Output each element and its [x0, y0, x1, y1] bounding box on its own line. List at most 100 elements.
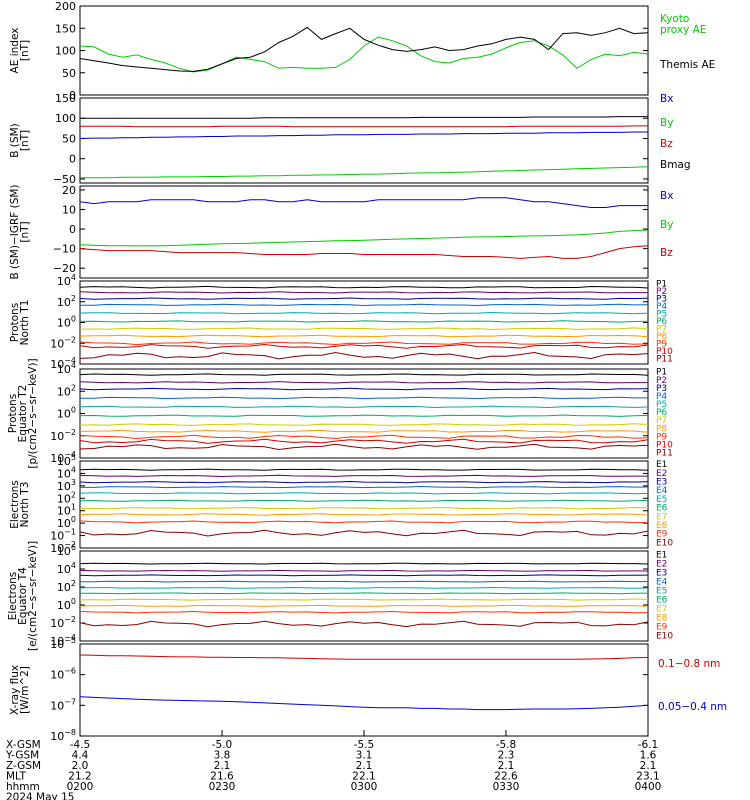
x-row-value: 21.6	[210, 771, 234, 783]
x-row-value: -6.1	[638, 739, 659, 751]
y-tick-label-bsm: 150	[55, 92, 76, 105]
series-line-pn-P5	[79, 311, 649, 315]
legend-label-pn: P6	[656, 317, 667, 327]
y-tick-label-pn: 100	[57, 315, 76, 330]
y-axis-label-pe: [p/(cm2−s−sr−keV)]	[27, 358, 39, 468]
series-line-pe-P6	[79, 414, 649, 417]
legend-label-en: E7	[656, 512, 667, 522]
legend-label-ee: E8	[656, 613, 668, 623]
panel-frame-bsm	[79, 97, 649, 184]
series-line-pn-P9	[79, 341, 649, 346]
series-line-ae-Themis-AE	[79, 26, 649, 72]
series-line-ee-E4	[80, 580, 648, 583]
series-line-bdiff-By	[79, 229, 649, 247]
y-tick-label-ee: 104	[57, 561, 76, 576]
y-tick-label-pe: 100	[57, 406, 76, 421]
y-axis-label-xray: X-ray flux	[9, 665, 21, 715]
legend-label-ee: E7	[656, 604, 667, 614]
y-tick-label-en: 100	[57, 515, 76, 530]
series-line-en-E5	[79, 492, 649, 495]
x-row-value: 2.1	[640, 760, 657, 772]
legend-label-ae: proxy AE	[660, 24, 706, 36]
series-line-pn-P3	[79, 297, 649, 300]
y-axis-label-ee: Equator T4	[17, 567, 29, 625]
x-row-value: -5.0	[212, 739, 233, 751]
x-row-value: 2.1	[356, 760, 373, 772]
y-tick-label-ae: 100	[55, 45, 76, 58]
x-row-value: 4.4	[72, 750, 89, 762]
series-line-pn-P7	[79, 327, 649, 330]
series-line-pe-P2	[79, 381, 648, 384]
series-line-en-E8	[79, 513, 649, 516]
y-tick-label-pn: 104	[57, 273, 76, 288]
y-tick-label-bsm: 50	[62, 132, 76, 145]
x-row-value: -5.8	[496, 739, 517, 751]
legend-label-ee: E9	[656, 622, 668, 632]
series-line-pn-P6	[79, 320, 649, 323]
legend-label-xray: 0.1−0.8 nm	[658, 658, 720, 670]
legend-label-pe: P7	[656, 416, 667, 426]
series-line-en-E7	[79, 506, 649, 510]
series-line-pn-P4	[80, 303, 649, 307]
series-line-xray-0-05-0-4-nm	[79, 696, 649, 711]
series-line-pe-P4	[80, 396, 648, 400]
series-line-pe-P9	[79, 434, 649, 440]
y-tick-label-bsm: 0	[69, 153, 76, 166]
legend-label-bdiff: Bz	[660, 247, 673, 259]
y-tick-label-bdiff: 20	[62, 184, 76, 197]
legend-label-ae: Themis AE	[659, 59, 715, 71]
y-tick-label-en: 10−1	[50, 528, 76, 543]
legend-label-xray: 0.05−0.4 nm	[658, 701, 727, 713]
y-axis-label-pe: Equator T2	[17, 385, 29, 443]
legend-label-pn: P11	[656, 355, 673, 365]
legend-label-pe: P9	[656, 432, 667, 442]
legend-label-pe: P10	[656, 440, 673, 450]
y-tick-label-bdiff: −10	[53, 243, 76, 256]
legend-label-ee: E10	[656, 631, 673, 641]
legend-label-pe: P2	[656, 376, 667, 386]
y-tick-label-xray: 10−8	[50, 728, 76, 743]
series-line-pe-P8	[79, 429, 649, 433]
legend-label-bsm: Bz	[660, 138, 673, 150]
y-axis-label-en: North T3	[19, 482, 31, 528]
series-line-ee-E7	[79, 598, 649, 601]
legend-label-pn: P10	[656, 347, 673, 357]
series-line-en-E4	[80, 485, 649, 489]
y-axis-label-bdiff: [nT]	[19, 221, 31, 242]
legend-label-bsm: Bx	[660, 93, 673, 105]
y-tick-label-ee: 100	[57, 597, 76, 612]
panel-frame-ee	[79, 550, 649, 642]
y-axis-label-ee: Electrons	[7, 572, 19, 621]
y-axis-label-ee: [e/(cm2−s−sr−keV)]	[27, 541, 39, 651]
y-tick-label-bdiff: −20	[53, 262, 76, 275]
legend-label-en: E3	[656, 477, 667, 487]
legend-label-ee: E2	[656, 559, 667, 569]
y-tick-label-pn: 10−4	[50, 356, 76, 371]
y-tick-label-bdiff: 0	[69, 223, 76, 236]
legend-label-en: E2	[656, 469, 667, 479]
series-line-en-E3	[79, 480, 649, 484]
y-tick-label-ae: 200	[55, 0, 76, 13]
series-line-bsm-By	[80, 166, 649, 179]
y-tick-label-pn: 102	[57, 294, 76, 309]
x-row-value: 0300	[351, 781, 378, 793]
legend-label-pe: P11	[656, 449, 673, 459]
x-row-value: 3.1	[356, 750, 373, 762]
series-line-pn-P10	[79, 343, 649, 349]
legend-label-en: E6	[656, 504, 668, 514]
legend-label-en: E10	[656, 538, 673, 548]
legend-label-ee: E1	[656, 550, 667, 560]
series-line-bsm-Bz	[80, 125, 648, 128]
y-tick-label-pe: 104	[57, 361, 76, 376]
series-line-ee-E9	[79, 610, 649, 614]
legend-label-pn: P2	[656, 287, 667, 297]
legend-label-ee: E4	[656, 577, 668, 587]
legend-label-pn: P7	[656, 325, 667, 335]
y-tick-label-ae: 0	[69, 89, 76, 102]
series-line-bsm-Bmag	[80, 116, 648, 119]
series-line-ee-E2	[79, 569, 649, 572]
series-line-en-E6	[79, 499, 649, 502]
legend-label-pn: P9	[656, 340, 667, 350]
series-line-xray-0-1-0-8-nm	[79, 654, 649, 660]
